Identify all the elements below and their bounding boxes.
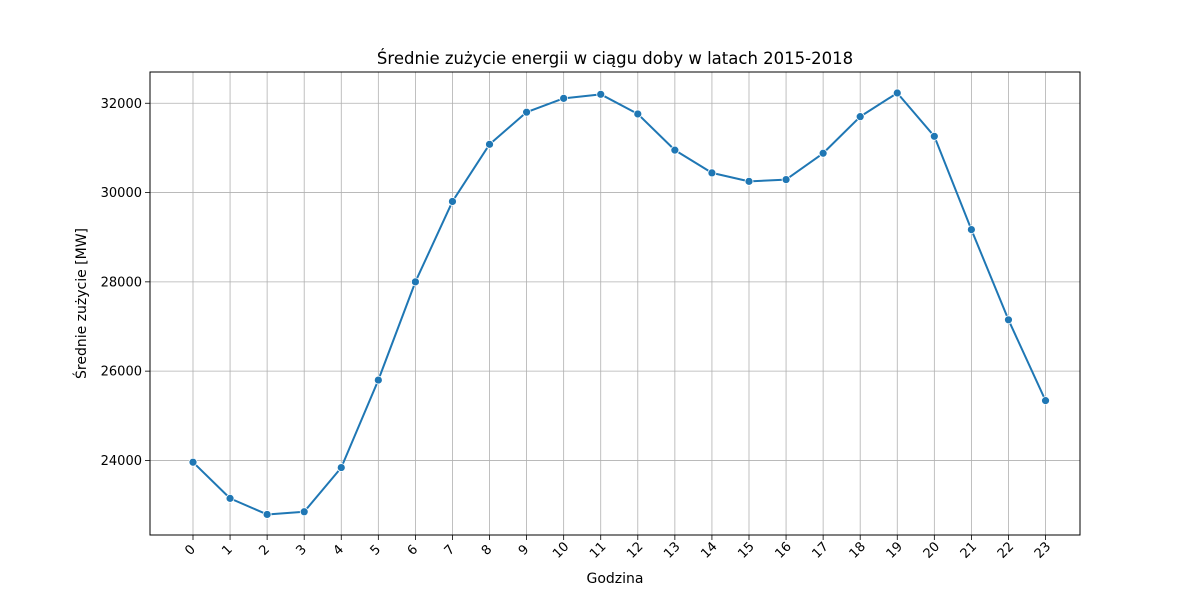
chart-title: Średnie zużycie energii w ciągu doby w l…: [377, 49, 853, 68]
x-axis-label: Godzina: [587, 571, 644, 587]
data-point: [818, 148, 828, 158]
data-point: [410, 277, 420, 287]
grid-lines: [150, 72, 1080, 535]
plot-area: [150, 72, 1080, 535]
data-point: [892, 88, 902, 98]
data-point: [522, 107, 531, 117]
data-point: [485, 139, 494, 149]
data-series: [188, 88, 1050, 519]
y-tick-label: 30000: [101, 186, 142, 201]
data-point: [781, 175, 791, 185]
data-point: [670, 145, 680, 155]
series-line: [192, 91, 1047, 516]
data-point: [707, 168, 717, 178]
y-tick-label: 28000: [101, 275, 142, 290]
y-axis-label: Średnie zużycie [MW]: [72, 228, 90, 379]
plot-frame: [149, 71, 1081, 536]
y-tick-label: 26000: [101, 365, 142, 380]
y-tick-label: 32000: [101, 97, 142, 112]
data-point: [262, 510, 272, 519]
data-point: [633, 109, 643, 119]
data-point: [188, 457, 198, 467]
data-point: [559, 93, 569, 103]
y-tick-label: 24000: [101, 454, 142, 469]
y-axis-ticks: 24000 26000 28000 30000 32000: [101, 97, 150, 469]
data-point: [1041, 396, 1050, 406]
data-point: [596, 89, 606, 99]
data-point: [966, 225, 976, 235]
data-point: [225, 493, 235, 503]
data-point: [448, 197, 457, 206]
data-point: [1004, 315, 1013, 325]
data-point: [299, 507, 309, 517]
data-point: [744, 176, 754, 186]
data-point: [373, 375, 383, 385]
data-point: [929, 131, 939, 141]
data-point: [855, 112, 865, 122]
data-point: [336, 463, 346, 472]
